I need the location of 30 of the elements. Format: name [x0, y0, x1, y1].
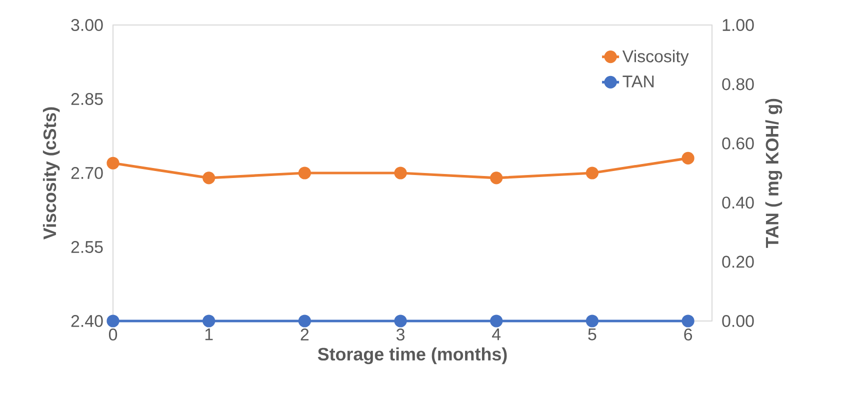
y2-tick-label: 0.20 — [722, 256, 754, 268]
y2-tick-label: 0.40 — [722, 196, 754, 209]
y-tick-label: 3.00 — [71, 19, 103, 31]
x-tick-label: 1 — [205, 328, 213, 340]
point — [298, 166, 311, 180]
x-tick-label: 3 — [396, 328, 404, 341]
x-tick-label: 6 — [684, 328, 692, 341]
point — [490, 172, 503, 184]
y2-tick-label: 0.60 — [722, 137, 754, 150]
x-tick-label: 4 — [492, 328, 501, 340]
y-tick-label: 2.70 — [71, 167, 103, 179]
y-axis-title: Viscosity (cSts) — [42, 107, 60, 240]
point — [106, 156, 120, 170]
x-tick-label: 2 — [300, 328, 309, 340]
legend-label: Viscosity — [622, 50, 689, 66]
y2-tick-label: 0.00 — [722, 315, 754, 327]
x-tick-label: 5 — [588, 328, 596, 340]
point — [586, 166, 599, 180]
point — [394, 166, 407, 180]
y2-tick-label: 0.80 — [722, 78, 754, 90]
point — [202, 172, 216, 184]
x-axis-title: Storage time (months) — [318, 347, 507, 364]
y-tick-label: 2.55 — [71, 241, 103, 253]
y2-axis-title: TAN ( mg KOH/ g) — [765, 98, 782, 248]
x-tick-label: 0 — [108, 328, 118, 341]
y-tick-label: 2.40 — [71, 315, 103, 327]
legend-label: TAN — [622, 76, 654, 88]
y-tick-label: 2.85 — [71, 93, 103, 105]
point — [682, 152, 694, 164]
y2-tick-label: 1.00 — [722, 18, 754, 31]
